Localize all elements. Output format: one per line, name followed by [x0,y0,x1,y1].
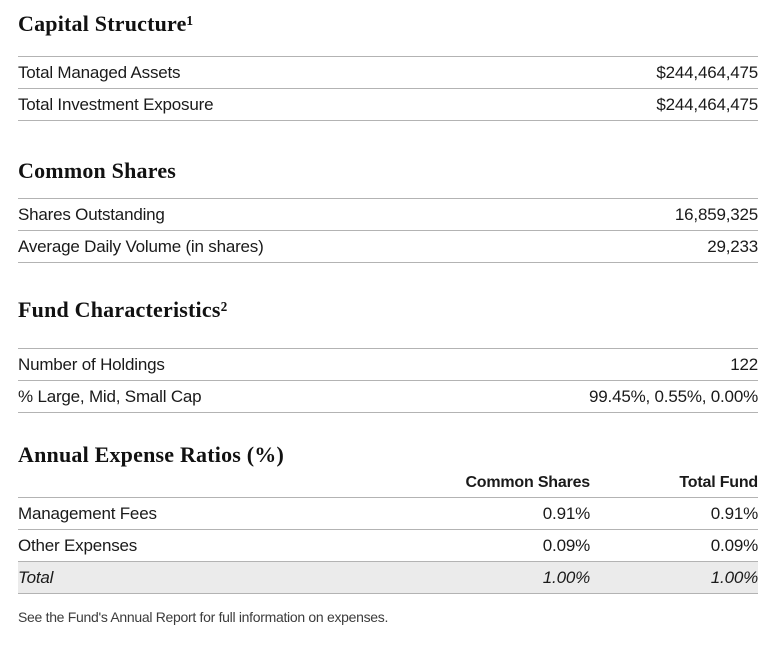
common-shares-value: 0.09% [542,535,590,555]
column-header-common-shares: Common Shares [465,474,590,491]
section-title-annual-expense-ratios: Annual Expense Ratios (%) [18,442,284,467]
row-value: 29,233 [707,236,758,256]
table-row: Shares Outstanding 16,859,325 [18,199,758,231]
row-label: Shares Outstanding [18,204,165,224]
section-title-capital-structure: Capital Structure¹ [18,11,194,36]
common-shares-value: 0.91% [542,503,590,523]
fund-characteristics-table: Number of Holdings 122 % Large, Mid, Sma… [18,348,758,413]
table-row-total: Total 1.00% 1.00% [18,562,758,594]
row-label: % Large, Mid, Small Cap [18,386,202,406]
section-title-fund-characteristics: Fund Characteristics² [18,297,228,322]
table-row: % Large, Mid, Small Cap 99.45%, 0.55%, 0… [18,381,758,413]
column-header-total-fund: Total Fund [679,474,758,491]
common-shares-table: Shares Outstanding 16,859,325 Average Da… [18,198,758,263]
section-annual-expense-ratios: Annual Expense Ratios (%) Common Shares … [18,443,758,594]
capital-structure-table: Total Managed Assets $244,464,475 Total … [18,56,758,121]
section-capital-structure: Capital Structure¹ Total Managed Assets … [18,12,758,121]
table-row: Average Daily Volume (in shares) 29,233 [18,231,758,263]
table-row: Other Expenses 0.09% 0.09% [18,530,758,562]
row-value: $244,464,475 [656,94,758,114]
expense-table: Management Fees 0.91% 0.91% Other Expens… [18,497,758,594]
row-label: Total [18,567,54,587]
row-value: 122 [730,354,758,374]
row-label: Number of Holdings [18,354,165,374]
section-title-common-shares: Common Shares [18,158,177,183]
row-label: Total Managed Assets [18,62,181,82]
total-fund-value: 0.91% [710,503,758,523]
row-label: Other Expenses [18,535,138,555]
table-row: Total Managed Assets $244,464,475 [18,57,758,89]
section-fund-characteristics: Fund Characteristics² Number of Holdings… [18,298,758,413]
row-label: Management Fees [18,503,157,523]
total-fund-value: 1.00% [710,567,758,587]
row-value: 99.45%, 0.55%, 0.00% [589,386,758,406]
section-common-shares: Common Shares Shares Outstanding 16,859,… [18,159,758,263]
total-fund-value: 0.09% [710,535,758,555]
table-row: Number of Holdings 122 [18,349,758,381]
table-row: Total Investment Exposure $244,464,475 [18,89,758,121]
expenses-footnote: See the Fund's Annual Report for full in… [18,609,389,625]
row-value: $244,464,475 [656,62,758,82]
table-row: Management Fees 0.91% 0.91% [18,498,758,530]
common-shares-value: 1.00% [542,567,590,587]
row-label: Total Investment Exposure [18,94,214,114]
row-value: 16,859,325 [674,204,758,224]
row-label: Average Daily Volume (in shares) [18,236,264,256]
expense-table-header-row: Common Shares Total Fund [18,467,758,497]
